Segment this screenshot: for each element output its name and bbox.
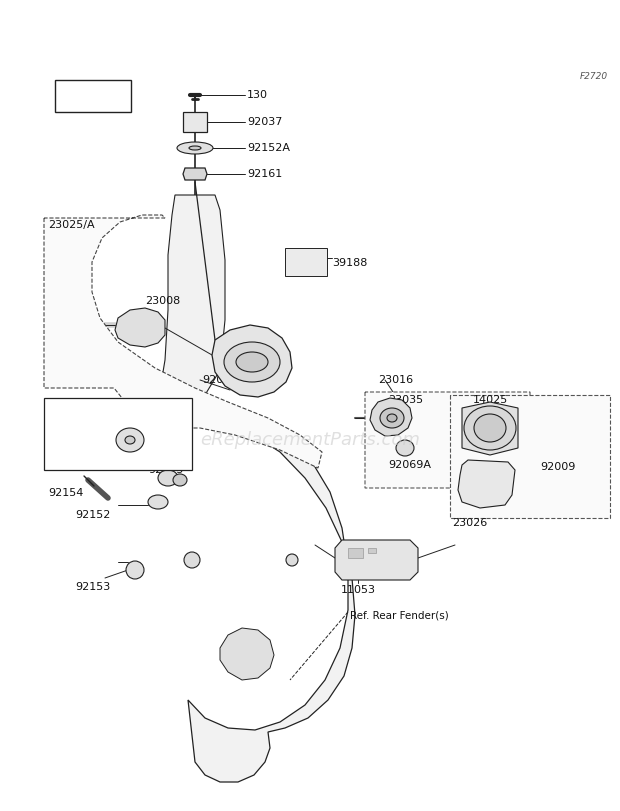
Text: 23035: 23035 — [388, 395, 423, 405]
Text: 11053: 11053 — [340, 585, 376, 595]
Polygon shape — [462, 402, 518, 455]
Polygon shape — [370, 398, 412, 436]
Text: 39188: 39188 — [332, 258, 368, 268]
Ellipse shape — [387, 414, 397, 422]
Ellipse shape — [177, 142, 213, 154]
Text: 23025/A: 23025/A — [48, 220, 95, 230]
Text: FRONT: FRONT — [71, 89, 115, 102]
Ellipse shape — [236, 352, 268, 372]
Ellipse shape — [464, 406, 516, 450]
FancyBboxPatch shape — [183, 112, 207, 132]
Ellipse shape — [380, 408, 404, 428]
Polygon shape — [365, 392, 530, 488]
Polygon shape — [220, 628, 274, 680]
Text: 92153: 92153 — [75, 582, 110, 592]
Text: 92037: 92037 — [247, 117, 282, 127]
Text: eReplacementParts.com: eReplacementParts.com — [200, 431, 420, 449]
Text: 23026: 23026 — [453, 518, 487, 528]
Text: 92069A: 92069A — [388, 460, 431, 470]
Text: (' 08): (' 08) — [50, 403, 76, 413]
Ellipse shape — [173, 474, 187, 486]
Polygon shape — [212, 325, 292, 397]
Ellipse shape — [224, 342, 280, 382]
Text: Ref. Rear Fender(s): Ref. Rear Fender(s) — [350, 610, 449, 620]
Text: 92152A: 92152A — [247, 143, 290, 153]
Text: 92154: 92154 — [48, 488, 83, 498]
Polygon shape — [458, 460, 515, 508]
Polygon shape — [155, 195, 225, 415]
Ellipse shape — [286, 554, 298, 566]
Text: 14025: 14025 — [472, 395, 508, 405]
Text: F2720: F2720 — [580, 72, 608, 81]
Polygon shape — [183, 168, 207, 180]
Text: 92152: 92152 — [75, 510, 110, 520]
Text: 130: 130 — [247, 90, 268, 100]
Text: 23008: 23008 — [145, 296, 180, 306]
Text: 92069: 92069 — [202, 375, 237, 385]
Ellipse shape — [158, 470, 178, 486]
Ellipse shape — [396, 440, 414, 456]
Ellipse shape — [184, 552, 200, 568]
Text: 92161: 92161 — [247, 169, 282, 179]
FancyBboxPatch shape — [348, 548, 363, 558]
Polygon shape — [335, 540, 418, 580]
Ellipse shape — [125, 436, 135, 444]
FancyBboxPatch shape — [44, 398, 192, 470]
Ellipse shape — [126, 561, 144, 579]
Ellipse shape — [189, 146, 201, 150]
Text: 23016: 23016 — [378, 375, 413, 385]
Ellipse shape — [474, 414, 506, 442]
Text: 92009: 92009 — [540, 462, 575, 472]
Polygon shape — [115, 308, 165, 347]
Text: 92200: 92200 — [105, 428, 140, 438]
Text: 92075: 92075 — [148, 465, 184, 475]
FancyBboxPatch shape — [368, 548, 376, 553]
FancyBboxPatch shape — [285, 248, 327, 276]
Polygon shape — [44, 215, 322, 468]
Text: 92153A: 92153A — [55, 463, 98, 473]
Ellipse shape — [116, 428, 144, 452]
Ellipse shape — [148, 495, 168, 509]
Polygon shape — [450, 395, 610, 518]
FancyBboxPatch shape — [55, 80, 131, 112]
Polygon shape — [148, 408, 355, 782]
